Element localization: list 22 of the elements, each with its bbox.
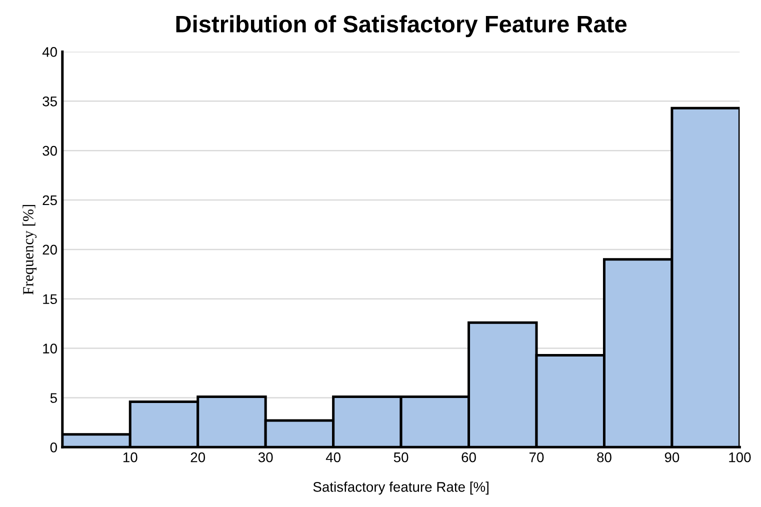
y-tick-label: 5	[50, 393, 57, 403]
x-axis-title: Satisfactory feature Rate [%]	[313, 482, 488, 495]
x-tick-label: 30	[258, 452, 273, 462]
x-tick-label: 50	[394, 452, 408, 462]
x-tick-label: 90	[664, 452, 680, 462]
y-axis-title: Frequency [%]	[22, 204, 37, 295]
x-tick-label: 60	[462, 452, 476, 462]
x-tick-label: 20	[190, 452, 206, 462]
y-tick-label: 40	[42, 47, 57, 57]
y-tick-label: 25	[42, 195, 57, 206]
chart-title: Distribution of Satisfactory Feature Rate	[176, 15, 627, 38]
y-tick-label: 35	[42, 96, 57, 106]
y-tick-label: 30	[42, 146, 57, 156]
x-tick-label: 100	[729, 452, 751, 462]
y-tick-label: 0	[50, 442, 57, 452]
x-tick-label: 70	[529, 452, 544, 462]
x-tick-label: 40	[326, 452, 340, 462]
y-tick-label: 15	[43, 294, 57, 304]
y-tick-label: 20	[42, 244, 57, 255]
x-tick-label: 80	[597, 452, 612, 462]
y-tick-label: 10	[43, 344, 57, 354]
x-tick-label: 10	[123, 452, 138, 462]
